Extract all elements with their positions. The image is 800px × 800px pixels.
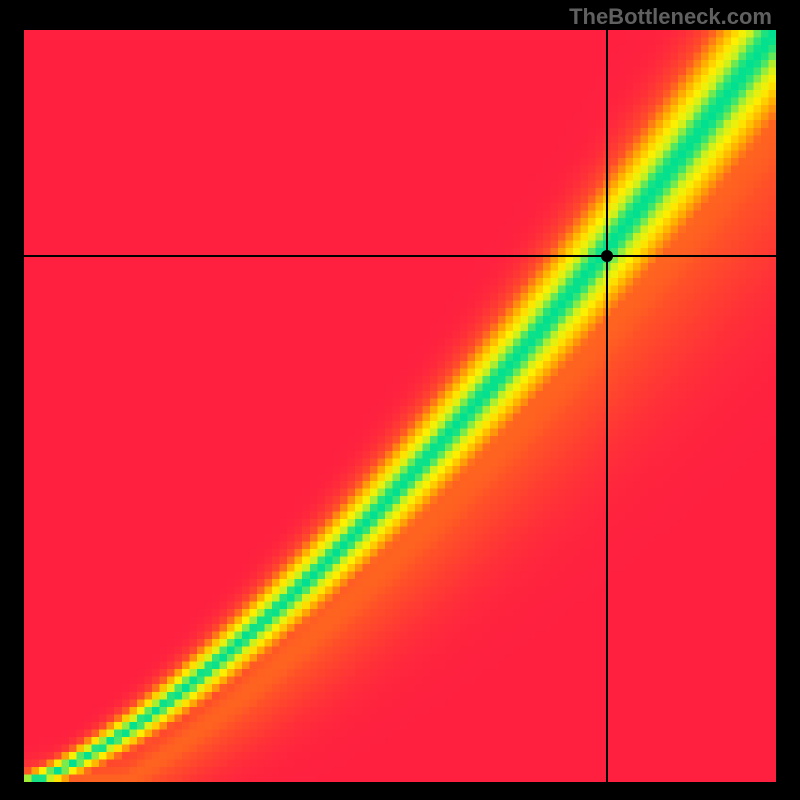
crosshair-vertical: [606, 30, 608, 782]
crosshair-marker: [601, 250, 613, 262]
crosshair-horizontal: [24, 255, 776, 257]
chart-container: TheBottleneck.com: [0, 0, 800, 800]
bottleneck-heatmap: [24, 30, 776, 782]
watermark-text: TheBottleneck.com: [569, 4, 772, 30]
